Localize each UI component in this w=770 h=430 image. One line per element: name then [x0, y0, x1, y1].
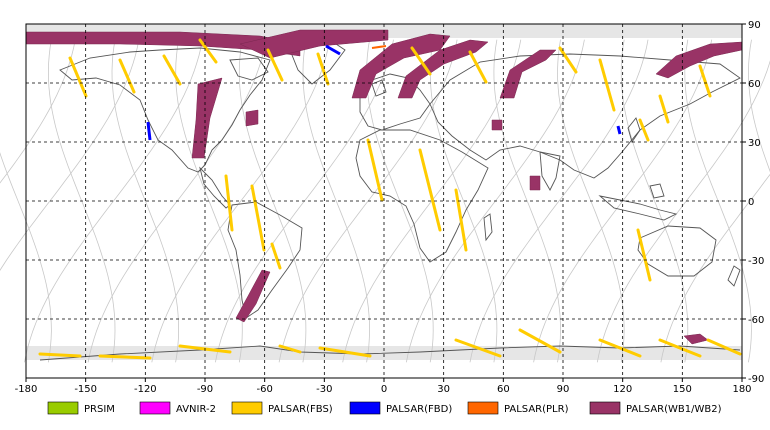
legend-label: AVNIR-2: [176, 404, 216, 415]
y-tick-label: 30: [748, 138, 761, 149]
orbit-track: [302, 39, 371, 363]
orbit-track: [0, 152, 52, 363]
y-tick-label: 0: [748, 197, 754, 208]
x-tick-label: 60: [497, 384, 510, 395]
x-tick-label: -60: [256, 384, 272, 395]
legend-swatch: [139, 401, 171, 415]
legend-label: PALSAR(PLR): [504, 404, 569, 415]
graticule: [26, 24, 742, 378]
legend-item: PALSAR(PLR): [467, 401, 569, 415]
x-tick-label: -120: [134, 384, 157, 395]
x-tick-label: -180: [15, 384, 38, 395]
x-tick-label: 180: [732, 384, 751, 395]
orbit-track: [0, 39, 140, 271]
legend-item: PRSIM: [47, 401, 115, 415]
orbit-track: [0, 39, 76, 184]
legend-item: AVNIR-2: [139, 401, 216, 415]
legend-swatch: [349, 401, 381, 415]
y-tick-label: -90: [748, 374, 764, 385]
legend-label: PALSAR(FBD): [386, 404, 452, 415]
x-tick-label: 30: [437, 384, 450, 395]
y-tick-label: -30: [748, 256, 764, 267]
y-tick-label: 90: [748, 20, 761, 31]
orbit-track: [748, 39, 770, 173]
legend-item: PALSAR(FBS): [231, 401, 333, 415]
orbit-track: [493, 39, 561, 363]
x-tick-label: 90: [557, 384, 570, 395]
x-tick-label: -150: [74, 384, 97, 395]
orbit-track: [620, 39, 689, 363]
y-axis-ticks: 90 60 30 0 -30 -60 -90: [742, 20, 764, 385]
orbit-track: [660, 173, 770, 363]
legend-item: PALSAR(FBD): [349, 401, 452, 415]
orbit-track: [151, 39, 331, 363]
legend-label: PALSAR(FBS): [268, 404, 333, 415]
orbit-track: [429, 39, 498, 363]
legend-swatch: [231, 401, 263, 415]
legend-swatch: [467, 401, 499, 415]
orbit-track: [469, 39, 649, 363]
orbit-track: [24, 39, 203, 363]
wb-swaths: [25, 29, 743, 345]
x-tick-label: 150: [673, 384, 692, 395]
x-tick-label: -30: [316, 384, 332, 395]
legend-label: PALSAR(WB1/WB2): [626, 404, 722, 415]
fbd-swaths: [146, 44, 622, 141]
legend-swatch: [589, 401, 621, 415]
x-tick-label: 0: [381, 384, 387, 395]
y-tick-label: 60: [748, 79, 761, 90]
legend: PRSIM AVNIR-2 PALSAR(FBS) PALSAR(FBD) PALSAR…: [47, 401, 722, 415]
plr-swaths: [371, 45, 387, 49]
y-tick-label: -60: [748, 315, 764, 326]
x-axis-ticks: -180 -150 -120 -90 -60 -30 0 30 60 90 120 150 180: [15, 378, 752, 395]
legend-swatch: [47, 401, 79, 415]
legend-item: PALSAR(WB1/WB2): [589, 401, 722, 415]
fbs-swaths: [38, 38, 742, 360]
x-tick-label: -90: [197, 384, 213, 395]
x-tick-label: 120: [613, 384, 632, 395]
legend-label: PRSIM: [84, 404, 115, 415]
